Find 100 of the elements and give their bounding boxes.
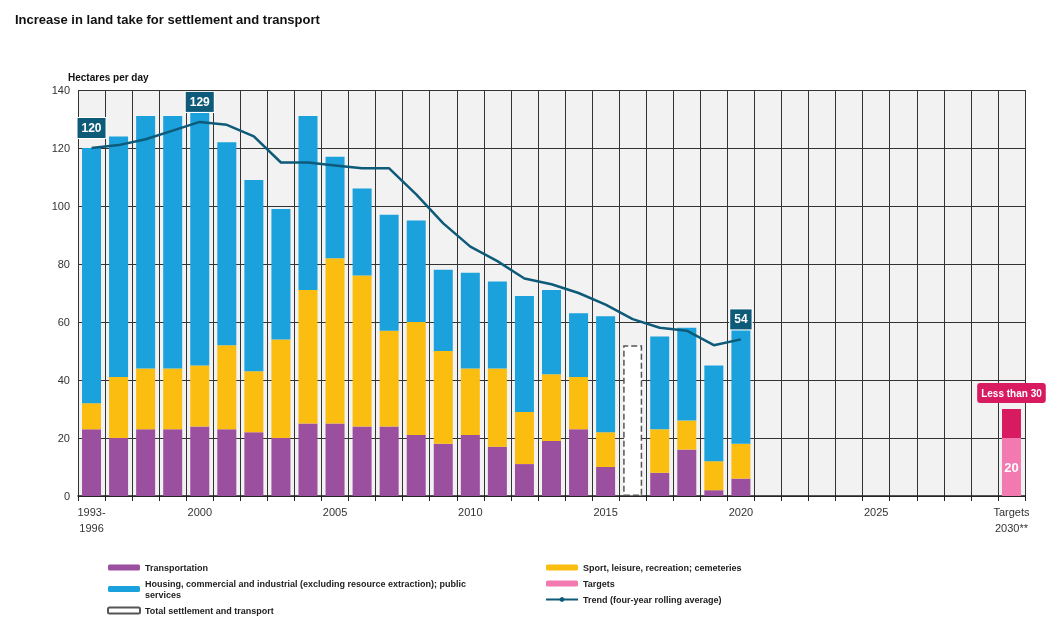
x-tick-label: 2025 bbox=[863, 506, 889, 518]
bar bbox=[542, 290, 561, 375]
bar bbox=[1001, 438, 1021, 496]
bar bbox=[244, 179, 264, 372]
bar bbox=[217, 429, 237, 496]
bar bbox=[569, 429, 589, 496]
bar bbox=[352, 275, 372, 427]
bar bbox=[163, 368, 183, 430]
data-label: 20 bbox=[1004, 459, 1019, 475]
bar bbox=[136, 429, 156, 496]
x-tick-label: 2015 bbox=[593, 506, 618, 518]
bar bbox=[650, 336, 670, 430]
bar bbox=[325, 258, 345, 424]
bar bbox=[731, 443, 751, 479]
x-tick-label: 1993- 1996 bbox=[77, 506, 106, 534]
bar bbox=[542, 374, 561, 441]
bar bbox=[514, 464, 534, 496]
bar bbox=[298, 116, 318, 291]
bar bbox=[704, 461, 724, 491]
bar bbox=[569, 313, 589, 378]
legend-label: Total settlement and transport bbox=[145, 605, 274, 616]
legend-label: Housing, commercial and industrial (excluding resource extraction); public services bbox=[145, 578, 469, 600]
data-label: Less than 30 bbox=[981, 387, 1043, 399]
y-tick-label: 80 bbox=[57, 258, 70, 270]
bar bbox=[596, 316, 616, 433]
y-axis-title: Hectares per day bbox=[68, 71, 150, 83]
bar bbox=[514, 295, 534, 412]
bar bbox=[82, 148, 102, 404]
bar bbox=[487, 368, 507, 447]
bar bbox=[271, 438, 291, 496]
y-tick-label: 60 bbox=[57, 316, 70, 328]
bar bbox=[677, 327, 697, 421]
bar bbox=[677, 449, 697, 496]
bar bbox=[244, 371, 264, 433]
bar bbox=[433, 443, 453, 496]
bar bbox=[433, 351, 453, 444]
bar bbox=[596, 467, 616, 496]
bar bbox=[244, 432, 264, 496]
bar bbox=[271, 339, 291, 438]
y-tick-label: 140 bbox=[51, 84, 70, 96]
bar bbox=[217, 142, 237, 346]
bar bbox=[406, 435, 426, 496]
bar bbox=[460, 368, 480, 436]
y-tick-label: 40 bbox=[57, 374, 70, 386]
x-tick-label: 2005 bbox=[322, 506, 348, 518]
bar bbox=[650, 472, 670, 496]
legend-label: Transportation bbox=[145, 562, 209, 573]
bar bbox=[677, 420, 697, 450]
bar bbox=[190, 426, 210, 496]
bar bbox=[352, 426, 372, 496]
bar bbox=[163, 429, 183, 496]
bar bbox=[136, 116, 156, 369]
bar bbox=[1001, 409, 1021, 438]
bar bbox=[406, 220, 426, 322]
bar bbox=[325, 156, 345, 259]
bar bbox=[487, 281, 507, 369]
bar bbox=[109, 136, 129, 378]
x-tick-label: 2000 bbox=[187, 506, 212, 518]
bar bbox=[650, 429, 670, 473]
bar bbox=[190, 365, 210, 427]
bar bbox=[406, 322, 426, 436]
y-tick-label: 0 bbox=[63, 490, 70, 502]
bar bbox=[163, 116, 183, 369]
y-tick-label: 20 bbox=[57, 432, 70, 444]
bar bbox=[704, 490, 724, 496]
bar bbox=[136, 368, 156, 430]
bar bbox=[487, 446, 507, 496]
legend-label: Targets bbox=[583, 578, 615, 589]
bar bbox=[352, 188, 372, 276]
bar bbox=[82, 429, 102, 496]
y-tick-label: 100 bbox=[51, 200, 70, 212]
bar bbox=[325, 423, 345, 496]
data-label: 120 bbox=[81, 121, 102, 135]
bar bbox=[542, 440, 561, 496]
data-label: 54 bbox=[734, 312, 748, 327]
bar bbox=[109, 377, 129, 438]
bar bbox=[217, 345, 237, 430]
data-label: 129 bbox=[189, 94, 211, 109]
bar bbox=[271, 208, 291, 340]
chart-title: Increase in land take for settlement and transport bbox=[15, 12, 321, 27]
x-tick-label: Targets 2030** bbox=[993, 506, 1030, 534]
bar bbox=[433, 269, 453, 351]
bar bbox=[298, 423, 318, 496]
y-tick-label: 120 bbox=[51, 142, 70, 154]
bar bbox=[704, 365, 724, 462]
legend-label: Sport, leisure, recreation; cemeteries bbox=[583, 562, 742, 573]
x-tick-label: 2010 bbox=[458, 506, 483, 518]
bar bbox=[623, 345, 643, 496]
bar bbox=[379, 214, 399, 331]
bar bbox=[460, 435, 480, 496]
bar bbox=[731, 478, 751, 496]
x-tick-label: 2020 bbox=[728, 506, 754, 518]
bar bbox=[109, 438, 129, 496]
bar bbox=[514, 411, 534, 465]
bar bbox=[569, 377, 589, 430]
bar bbox=[298, 290, 318, 424]
bar bbox=[460, 272, 480, 369]
bar bbox=[82, 403, 102, 430]
legend-label: Trend (four-year rolling average) bbox=[583, 594, 722, 605]
bar bbox=[596, 432, 616, 467]
